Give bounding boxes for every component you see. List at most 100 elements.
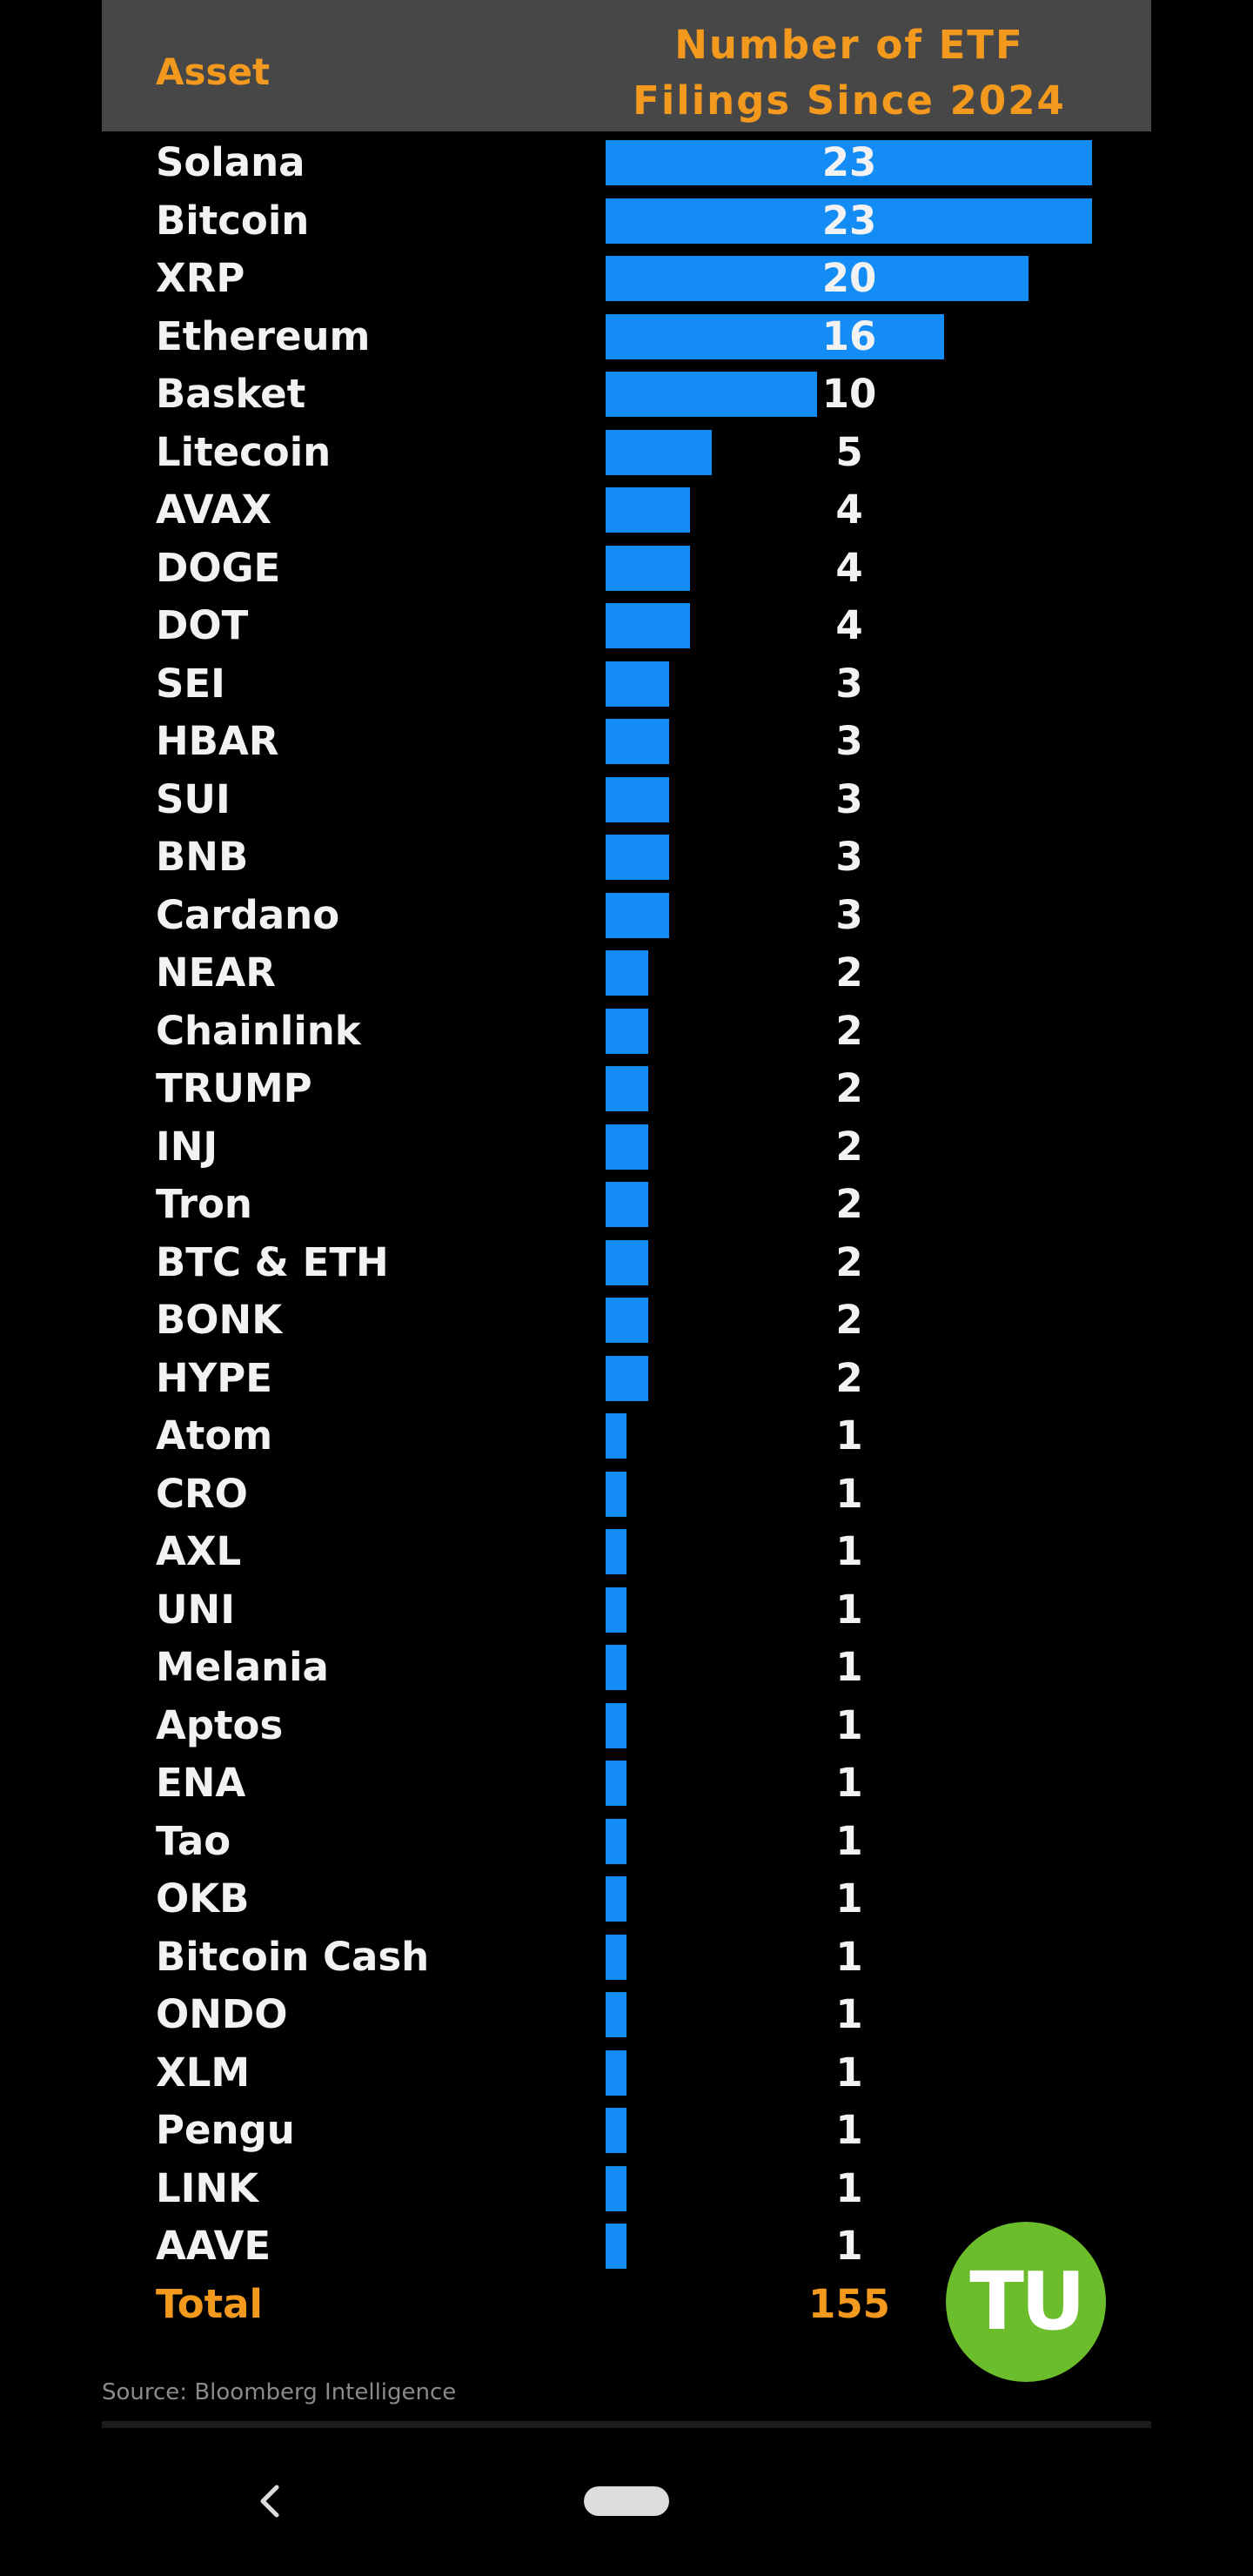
category-label: LINK: [156, 2164, 258, 2211]
bar: [606, 1934, 627, 1980]
panel-edge: [102, 2421, 1151, 2428]
bar: [606, 313, 944, 359]
value-label: 1: [835, 1875, 863, 1922]
bar: [606, 1355, 648, 1401]
bar: [606, 1587, 627, 1633]
value-label: 2: [835, 1238, 863, 1285]
value-label: 1: [835, 1701, 863, 1748]
category-label: Chainlink: [156, 1007, 361, 1054]
source-note: Source: Bloomberg Intelligence: [102, 2379, 457, 2405]
value-label: 23: [821, 139, 877, 185]
category-label: Tao: [156, 1817, 231, 1864]
table-header: [102, 0, 1151, 131]
bar: [606, 1702, 627, 1748]
bar: [606, 487, 691, 533]
bar: [606, 1413, 627, 1459]
back-button[interactable]: [260, 2485, 279, 2518]
bar: [606, 603, 691, 648]
category-label: BTC & ETH: [156, 1238, 389, 1285]
bar: [606, 1182, 648, 1227]
category-label: Tron: [156, 1181, 252, 1227]
category-label: Bitcoin Cash: [156, 1933, 430, 1980]
category-label: INJ: [156, 1123, 218, 1170]
bar: [606, 1239, 648, 1285]
bar: [606, 1124, 648, 1170]
value-label: 2: [835, 1297, 863, 1343]
bar: [606, 1761, 627, 1806]
category-label: Melania: [156, 1644, 329, 1690]
bar: [606, 950, 648, 996]
value-label: 1: [835, 1528, 863, 1574]
value-label: 1: [835, 1933, 863, 1980]
category-label: NEAR: [156, 949, 276, 996]
value-label: 1: [835, 1644, 863, 1690]
value-label: 3: [835, 775, 863, 822]
value-label: 3: [835, 718, 863, 764]
value-label: 2: [835, 1065, 863, 1111]
value-label: 20: [821, 255, 877, 301]
bar: [606, 1471, 627, 1517]
category-label: Atom: [156, 1412, 273, 1459]
category-label: AAVE: [156, 2223, 271, 2269]
value-label: 23: [821, 197, 877, 244]
chart-title: Number of ETF Filings Since 2024: [633, 22, 1066, 124]
value-label: 4: [835, 544, 863, 591]
bar: [606, 429, 712, 475]
bar: [606, 2224, 627, 2269]
category-label: XLM: [156, 2049, 251, 2096]
value-label: 1: [835, 2223, 863, 2269]
value-label: 4: [835, 602, 863, 648]
category-label: AVAX: [156, 486, 272, 533]
category-label: ONDO: [156, 1991, 288, 2037]
value-label: 1: [835, 2049, 863, 2096]
home-button[interactable]: [584, 2486, 669, 2516]
category-label: BONK: [156, 1297, 283, 1343]
category-label: Solana: [156, 139, 305, 185]
value-label: 2: [835, 1181, 863, 1227]
value-label: 2: [835, 949, 863, 996]
value-label: 2: [835, 1354, 863, 1401]
category-label: Cardano: [156, 891, 340, 938]
bar: [606, 892, 669, 938]
category-label: Ethereum: [156, 312, 371, 359]
category-label: HYPE: [156, 1354, 272, 1401]
bar: [606, 1645, 627, 1690]
bar: [606, 835, 669, 880]
bar: [606, 1529, 627, 1574]
bar: [606, 661, 669, 707]
column-header: Asset: [156, 50, 271, 93]
value-label: 10: [821, 371, 877, 417]
navigation-bar: [260, 2485, 669, 2518]
value-label: 1: [835, 1760, 863, 1806]
category-label: SUI: [156, 775, 231, 822]
category-label: ENA: [156, 1760, 246, 1806]
value-label: 1: [835, 1991, 863, 2037]
value-label: 2: [835, 1123, 863, 1170]
category-label: HBAR: [156, 718, 279, 764]
category-label: Pengu: [156, 2107, 295, 2153]
bar: [606, 1298, 648, 1343]
category-label: UNI: [156, 1586, 235, 1633]
value-label: 1: [835, 1470, 863, 1517]
category-label: XRP: [156, 255, 245, 301]
category-label: OKB: [156, 1875, 250, 1922]
value-label: 3: [835, 660, 863, 707]
bar: [606, 256, 1029, 301]
category-label: Basket: [156, 371, 306, 417]
value-label: 5: [835, 428, 863, 475]
bar: [606, 140, 1092, 185]
category-label: SEI: [156, 660, 225, 707]
bar: [606, 2108, 627, 2153]
category-label: Litecoin: [156, 428, 332, 475]
bar: [606, 1818, 627, 1864]
total-value: 155: [808, 2281, 890, 2327]
category-label: DOGE: [156, 544, 281, 591]
value-label: 1: [835, 1817, 863, 1864]
bar: [606, 372, 818, 417]
bar: [606, 2049, 627, 2096]
category-label: TRUMP: [156, 1065, 312, 1111]
bar: [606, 198, 1092, 244]
value-label: 1: [835, 1586, 863, 1633]
value-label: 16: [821, 312, 877, 359]
